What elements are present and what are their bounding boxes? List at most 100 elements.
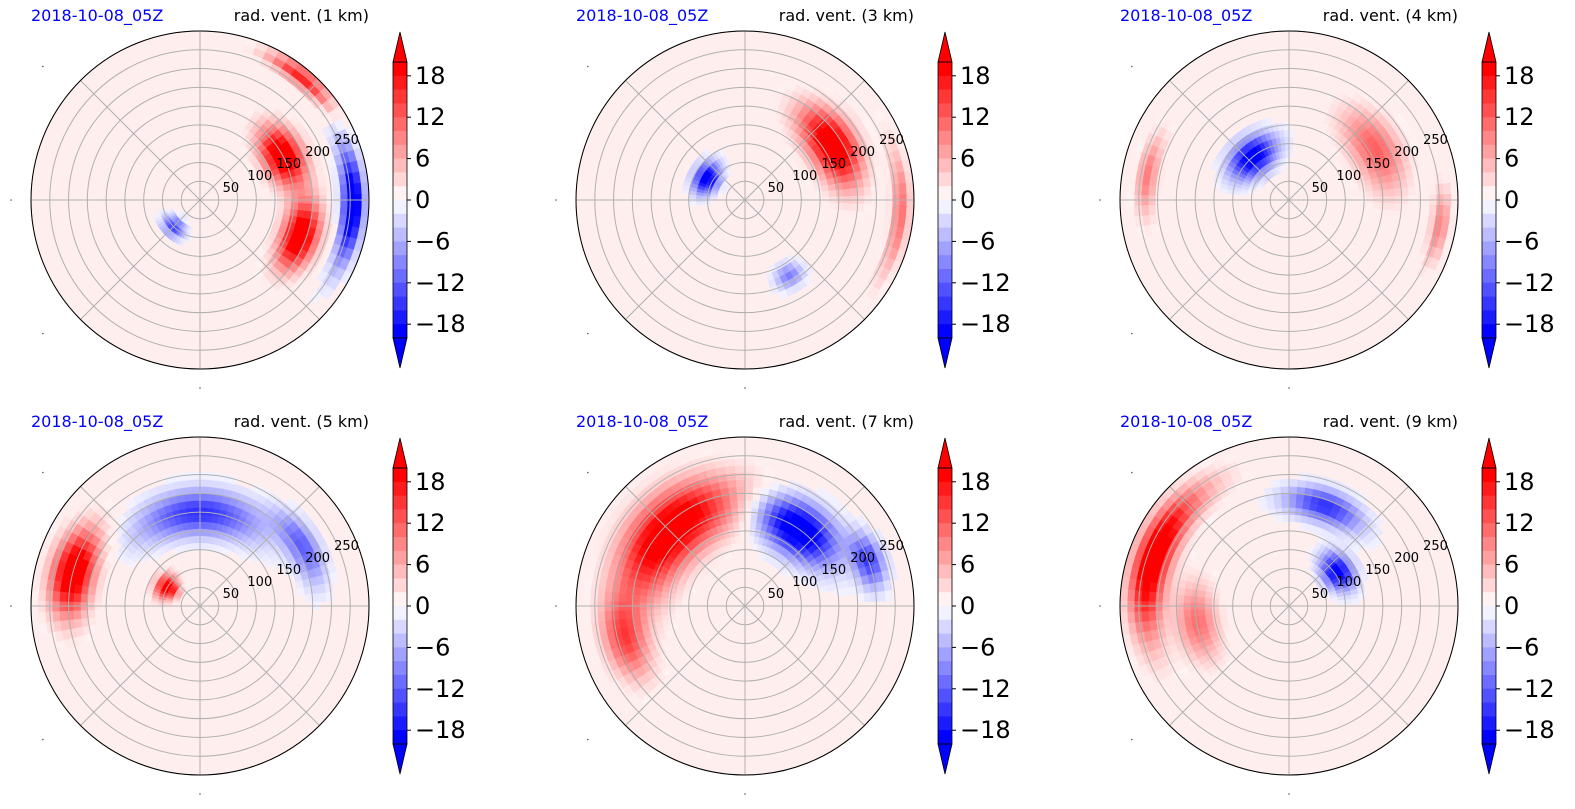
field-cell	[737, 507, 746, 516]
axis-tick-dot	[587, 332, 589, 335]
panel-date-label: 2018-10-08_05Z	[576, 6, 709, 25]
field-cell	[1133, 610, 1143, 623]
field-cell	[1400, 187, 1409, 197]
field-cell	[1134, 138, 1146, 153]
field-cell	[596, 610, 606, 622]
field-cell	[296, 587, 306, 597]
colorbar-tick-label: −12	[415, 675, 466, 703]
field-cell	[834, 182, 844, 191]
field-cell	[849, 203, 858, 213]
field-cell	[80, 609, 89, 619]
colorbar-band	[393, 241, 407, 256]
ring-tick-label: 50	[768, 181, 785, 196]
field-cell	[1197, 596, 1206, 604]
field-cell	[617, 609, 627, 620]
ring-tick-label: 200	[1394, 551, 1419, 566]
colorbar-band	[938, 730, 952, 745]
field-cell	[1344, 599, 1353, 605]
colorbar-band	[393, 537, 407, 552]
field-cell	[639, 609, 648, 618]
field-cell	[1379, 202, 1388, 211]
field-cell	[94, 594, 103, 603]
field-cell	[660, 613, 670, 622]
field-cell	[736, 492, 746, 501]
ring-tick-label: 200	[850, 145, 875, 160]
field-cell	[37, 588, 47, 601]
colorbar-band	[393, 702, 407, 717]
colorbar-extend-min	[392, 743, 408, 775]
axis-tick-dot	[1131, 738, 1133, 741]
azimuth-spoke	[199, 486, 320, 607]
field-cell	[173, 562, 181, 571]
colorbar-tick-label: −18	[1504, 310, 1555, 338]
field-cell	[856, 593, 865, 603]
field-cell	[339, 204, 349, 216]
panel-title: rad. vent. (3 km)	[778, 6, 914, 25]
colorbar-band	[1482, 481, 1496, 497]
colorbar-band	[938, 172, 952, 187]
azimuth-spoke	[625, 605, 746, 726]
field-cell	[346, 183, 356, 196]
field-cell	[296, 181, 306, 191]
field-cell	[360, 205, 369, 219]
field-cell	[44, 610, 54, 623]
field-cell	[1126, 588, 1136, 601]
ring-tick-label: 100	[792, 169, 817, 184]
field-cell	[1140, 610, 1150, 622]
colorbar-tick-label: 18	[1504, 468, 1535, 496]
field-cell	[688, 201, 697, 207]
field-cell	[208, 479, 218, 488]
field-cell	[870, 185, 880, 196]
field-cell	[734, 464, 746, 473]
field-cell	[1126, 611, 1136, 624]
azimuth-spoke	[1288, 605, 1409, 726]
field-cell	[1371, 514, 1384, 527]
colorbar-band	[393, 688, 407, 704]
colorbar-band	[938, 647, 952, 662]
field-cell	[1385, 181, 1395, 191]
field-cell	[329, 571, 340, 584]
colorbar-band	[938, 675, 952, 690]
colorbar-band	[393, 172, 407, 187]
field-cell	[1218, 607, 1227, 614]
field-cell	[898, 205, 908, 218]
axis-tick-dot	[1288, 387, 1290, 389]
field-cell	[1204, 613, 1214, 622]
field-cell	[1360, 573, 1370, 583]
field-cell	[44, 589, 54, 602]
ring-tick-label: 150	[276, 157, 301, 172]
field-cell	[191, 492, 201, 501]
field-cell	[625, 593, 634, 603]
colorbar-band	[393, 296, 407, 311]
field-cell	[646, 615, 656, 624]
colorbar-band	[393, 200, 407, 215]
colorbar-band	[393, 647, 407, 662]
field-cell	[1147, 204, 1157, 216]
panel-date-label: 2018-10-08_05Z	[1120, 6, 1253, 25]
field-cell	[733, 528, 741, 537]
axis-tick-dot	[555, 605, 557, 607]
field-cell	[283, 190, 292, 198]
field-cell	[905, 205, 914, 219]
field-cell	[728, 493, 738, 502]
colorbar-tick-label: 0	[1504, 186, 1519, 214]
colorbar-band	[938, 523, 952, 538]
field-cell	[1393, 187, 1402, 197]
colorbar-tick-label: 12	[1504, 103, 1535, 131]
colorbar-band	[1482, 606, 1496, 621]
field-cell	[195, 542, 201, 551]
azimuth-spoke	[199, 605, 320, 726]
axis-tick-dot	[42, 738, 44, 741]
field-cell	[1385, 209, 1395, 219]
field-cell	[1133, 204, 1143, 217]
field-cell	[276, 285, 289, 298]
field-cell	[65, 610, 75, 621]
field-cell	[1161, 609, 1171, 620]
field-cell	[610, 591, 620, 602]
field-cell	[208, 472, 219, 481]
panel-title: rad. vent. (7 km)	[778, 412, 914, 431]
field-cell	[1407, 186, 1417, 197]
azimuth-spoke	[625, 486, 746, 607]
colorbar-band	[938, 282, 952, 298]
colorbar-band	[1482, 716, 1496, 731]
